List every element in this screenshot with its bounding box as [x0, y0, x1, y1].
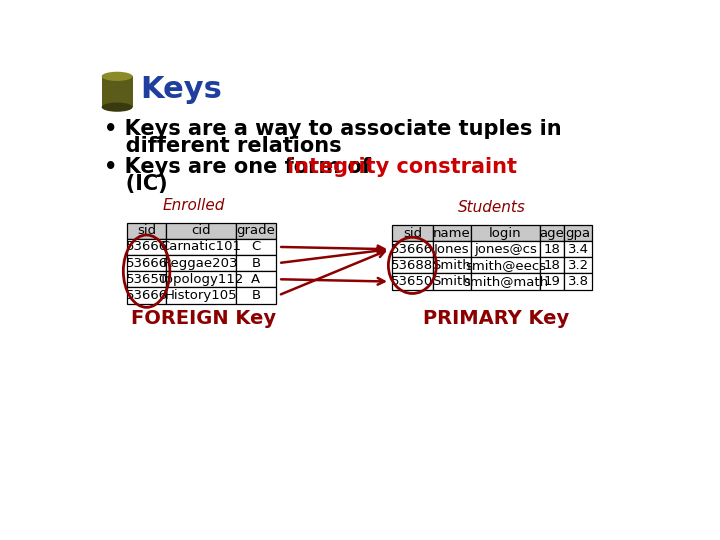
Bar	[127, 255, 166, 271]
Bar	[564, 225, 592, 241]
Text: login: login	[489, 227, 522, 240]
Text: (IC): (IC)	[104, 174, 168, 194]
Bar	[433, 257, 472, 273]
Bar	[166, 255, 235, 271]
Bar	[127, 222, 166, 239]
Text: 3.4: 3.4	[568, 242, 589, 256]
Text: 53650: 53650	[391, 275, 433, 288]
Text: cid: cid	[191, 224, 211, 237]
Bar	[166, 222, 235, 239]
Bar	[235, 239, 276, 255]
Text: 19: 19	[544, 275, 560, 288]
Text: • Keys are one form of: • Keys are one form of	[104, 157, 378, 177]
Text: integrity constraint: integrity constraint	[287, 157, 517, 177]
Bar	[539, 241, 564, 257]
Bar	[472, 257, 539, 273]
Text: gpa: gpa	[566, 227, 591, 240]
Text: Smith: Smith	[433, 275, 472, 288]
Bar	[564, 257, 592, 273]
Text: 18: 18	[544, 242, 560, 256]
Bar	[127, 271, 166, 287]
Text: grade: grade	[236, 224, 275, 237]
Text: FOREIGN Key: FOREIGN Key	[131, 309, 276, 328]
Text: age: age	[539, 227, 564, 240]
Text: different relations: different relations	[104, 136, 341, 156]
Text: jones@cs: jones@cs	[474, 242, 537, 256]
Text: 3.8: 3.8	[568, 275, 589, 288]
Text: smith@math: smith@math	[463, 275, 548, 288]
Bar	[564, 241, 592, 257]
Bar	[235, 287, 276, 303]
Text: 3.2: 3.2	[567, 259, 589, 272]
Text: Enrolled: Enrolled	[163, 198, 225, 213]
Bar	[472, 273, 539, 289]
Bar	[433, 225, 472, 241]
Bar	[392, 241, 433, 257]
Bar	[127, 287, 166, 303]
Text: 53650: 53650	[125, 273, 168, 286]
Text: 53666: 53666	[125, 289, 168, 302]
Text: smith@eecs: smith@eecs	[465, 259, 546, 272]
Text: 53666: 53666	[125, 256, 168, 269]
Bar	[539, 225, 564, 241]
Text: sid: sid	[402, 227, 422, 240]
Text: sid: sid	[137, 224, 156, 237]
Text: B: B	[251, 289, 261, 302]
Text: Carnatic101: Carnatic101	[161, 240, 241, 253]
Bar	[166, 239, 235, 255]
Bar	[166, 287, 235, 303]
Bar	[235, 222, 276, 239]
Bar	[433, 273, 472, 289]
Text: 53666: 53666	[125, 240, 168, 253]
Bar	[235, 255, 276, 271]
Ellipse shape	[102, 103, 132, 112]
Text: name: name	[433, 227, 471, 240]
Text: 53688: 53688	[392, 259, 433, 272]
Bar	[472, 241, 539, 257]
Text: PRIMARY Key: PRIMARY Key	[423, 309, 570, 328]
Text: 53666: 53666	[392, 242, 433, 256]
Bar	[564, 273, 592, 289]
Ellipse shape	[102, 72, 132, 81]
Text: Jones: Jones	[434, 242, 469, 256]
Text: A: A	[251, 273, 261, 286]
Bar	[166, 271, 235, 287]
Bar	[235, 271, 276, 287]
Text: Smith: Smith	[433, 259, 472, 272]
Text: Students: Students	[459, 200, 526, 215]
Bar	[102, 76, 132, 107]
Text: C: C	[251, 240, 261, 253]
Bar	[472, 225, 539, 241]
Bar	[392, 225, 433, 241]
Text: B: B	[251, 256, 261, 269]
Text: • Keys are a way to associate tuples in: • Keys are a way to associate tuples in	[104, 119, 562, 139]
Text: 18: 18	[544, 259, 560, 272]
Text: Topology112: Topology112	[158, 273, 243, 286]
Bar	[539, 273, 564, 289]
Bar	[392, 273, 433, 289]
Bar	[127, 239, 166, 255]
Text: Keys: Keys	[140, 75, 222, 104]
Bar	[433, 241, 472, 257]
Bar	[392, 257, 433, 273]
Text: Reggae203: Reggae203	[163, 256, 238, 269]
Text: History105: History105	[164, 289, 237, 302]
Bar	[539, 257, 564, 273]
